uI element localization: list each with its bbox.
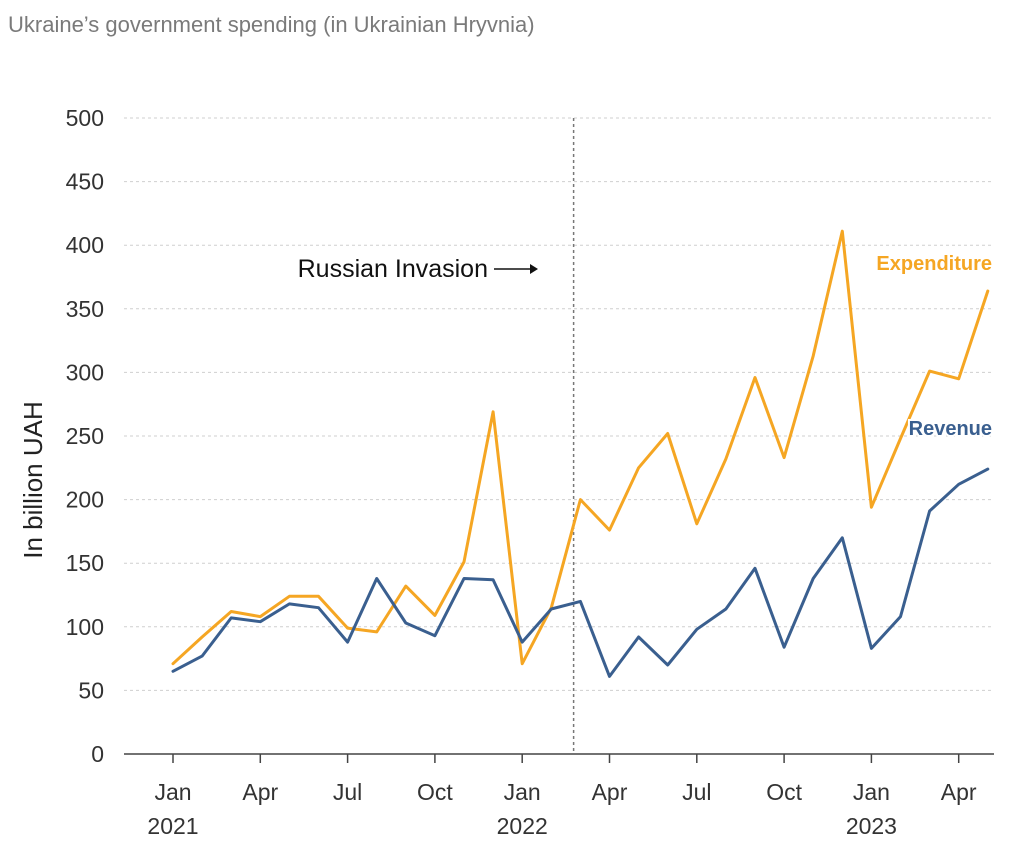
annotation-layer: Russian Invasion	[298, 118, 575, 754]
x-tick-label: Jan	[504, 779, 541, 805]
x-tick-year-label: 2023	[846, 813, 897, 839]
y-axis-title: In billion UAH	[18, 401, 48, 559]
y-tick-label: 250	[66, 423, 104, 449]
y-tick-label: 150	[66, 550, 104, 576]
x-tick-label: Apr	[941, 779, 977, 805]
y-tick-label: 300	[66, 359, 104, 385]
x-tick-label: Jan	[853, 779, 890, 805]
x-tick-label: Oct	[417, 779, 453, 805]
x-tick-label: Jul	[333, 779, 362, 805]
x-tick-year-label: 2021	[147, 813, 198, 839]
x-axis: Jan 2021 Apr Jul Oct Jan 2022 Apr Jul Oct Jan 2023 A…	[124, 753, 994, 839]
y-tick-label: 0	[91, 741, 104, 767]
x-tick-year-label: 2022	[497, 813, 548, 839]
series-label-revenue: Revenue	[909, 418, 992, 440]
x-tick-label: Oct	[766, 779, 802, 805]
annotation-label: Russian Invasion	[298, 255, 488, 283]
x-tick-label: Jul	[682, 779, 711, 805]
y-tick-label: 50	[78, 677, 104, 703]
x-tick-label: Jan	[154, 779, 191, 805]
x-tick-label: Apr	[242, 779, 278, 805]
series-label-expenditure: Expenditure	[876, 253, 992, 275]
y-tick-label: 350	[66, 296, 104, 322]
series-labels: Expenditure Revenue	[874, 251, 994, 442]
y-tick-label: 100	[66, 614, 104, 640]
x-tick-label: Apr	[592, 779, 628, 805]
y-tick-label: 400	[66, 232, 104, 258]
chart-subtitle: Ukraine’s government spending (in Ukrain…	[8, 12, 535, 37]
y-tick-label: 450	[66, 169, 104, 195]
series-lines	[171, 229, 990, 678]
y-tick-label: 500	[66, 105, 104, 131]
gridlines	[124, 117, 994, 691]
annotation-arrow-head	[530, 264, 538, 274]
y-axis-ticks: 0 50 100 150 200 250 300 350 400 450 500	[66, 105, 104, 767]
series-line-revenue	[171, 467, 990, 678]
series-line-expenditure	[171, 229, 990, 666]
y-tick-label: 200	[66, 487, 104, 513]
